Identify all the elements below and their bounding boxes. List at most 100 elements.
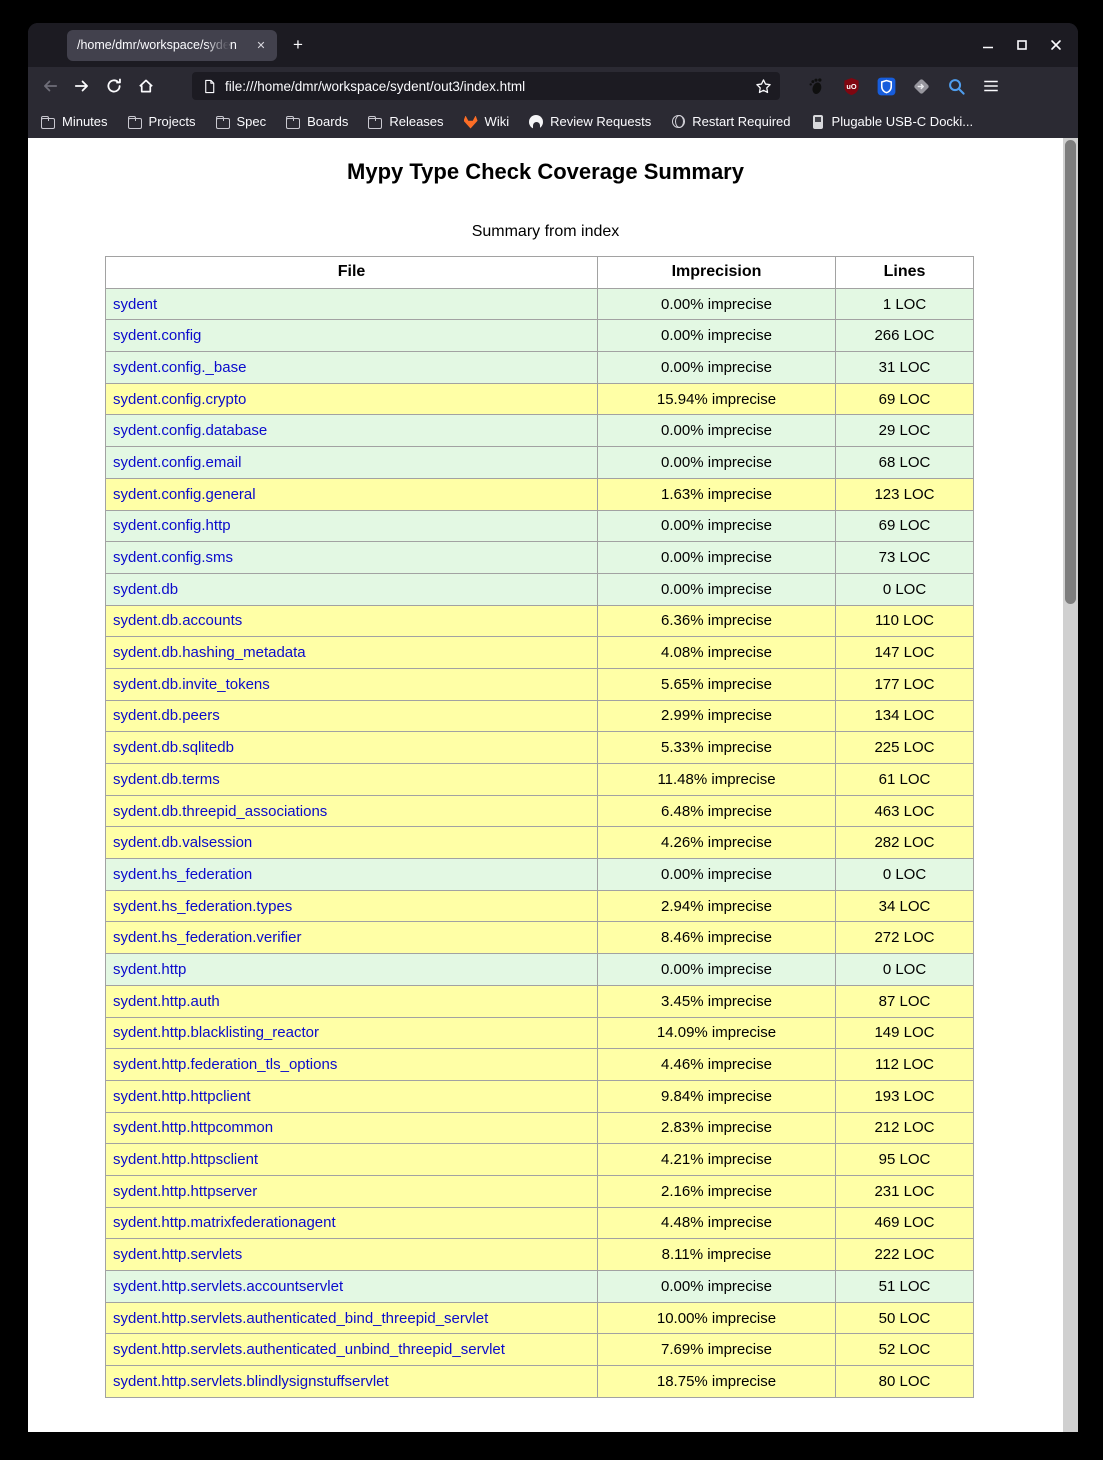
file-link[interactable]: sydent.db.invite_tokens xyxy=(113,675,270,693)
scrollbar-thumb[interactable] xyxy=(1065,140,1076,604)
table-row: sydent.http.httpsclient 4.21% imprecise … xyxy=(105,1143,974,1176)
bookmark-item[interactable]: Spec xyxy=(215,114,266,130)
bookmark-item[interactable]: Restart Required xyxy=(670,114,791,130)
imprecision-cell: 2.94% imprecise xyxy=(597,889,836,923)
file-link[interactable]: sydent.http.servlets.authenticated_unbin… xyxy=(113,1341,505,1359)
lines-cell: 31 LOC xyxy=(835,351,974,384)
imprecision-cell: 4.46% imprecise xyxy=(597,1048,836,1081)
file-link[interactable]: sydent.config._base xyxy=(113,358,247,376)
imprecision-cell: 4.08% imprecise xyxy=(597,636,836,669)
file-link[interactable]: sydent.db.peers xyxy=(113,707,220,725)
file-link[interactable]: sydent.db.threepid_associations xyxy=(113,802,328,820)
table-row: sydent.db.hashing_metadata 4.08% impreci… xyxy=(105,636,974,669)
bookmark-item[interactable]: Boards xyxy=(285,114,348,130)
bookmark-item[interactable]: Releases xyxy=(367,114,444,130)
file-link[interactable]: sydent.hs_federation.types xyxy=(113,897,293,915)
bitwarden-icon[interactable] xyxy=(876,76,896,96)
file-link[interactable]: sydent.config xyxy=(113,327,202,345)
back-icon[interactable] xyxy=(34,71,66,101)
file-link[interactable]: sydent.hs_federation xyxy=(113,865,253,883)
menu-hamburger-icon[interactable] xyxy=(981,76,1001,96)
column-header-file: File xyxy=(105,256,598,289)
file-link[interactable]: sydent.http.matrixfederationagent xyxy=(113,1214,336,1232)
file-cell: sydent.db xyxy=(105,572,598,606)
bookmark-item[interactable]: Review Requests xyxy=(528,114,651,130)
file-link[interactable]: sydent.http.auth xyxy=(113,992,220,1010)
file-link[interactable]: sydent.db.valsession xyxy=(113,834,253,852)
page-content: Mypy Type Check Coverage Summary Summary… xyxy=(28,138,1078,1432)
page-title: Mypy Type Check Coverage Summary xyxy=(347,159,744,184)
file-cell: sydent.http.servlets xyxy=(105,1238,598,1271)
file-cell: sydent.hs_federation.types xyxy=(105,889,598,923)
table-row: sydent.db.peers 2.99% imprecise 134 LOC xyxy=(105,699,974,733)
file-link[interactable]: sydent.http.httpclient xyxy=(113,1087,251,1105)
file-link[interactable]: sydent.http.servlets xyxy=(113,1246,243,1264)
file-link[interactable]: sydent.config.sms xyxy=(113,549,234,567)
file-cell: sydent.hs_federation xyxy=(105,858,598,891)
file-link[interactable]: sydent.http.httpcommon xyxy=(113,1119,274,1137)
file-link[interactable]: sydent.config.general xyxy=(113,485,256,503)
new-tab-button[interactable]: + xyxy=(293,35,303,54)
file-link[interactable]: sydent.config.email xyxy=(113,453,242,471)
minimize-button[interactable] xyxy=(980,37,996,53)
table-row: sydent.http.httpclient 9.84% imprecise 1… xyxy=(105,1079,974,1113)
file-link[interactable]: sydent.db.terms xyxy=(113,770,220,788)
scrollbar-track[interactable] xyxy=(1063,138,1078,1432)
bookmark-item[interactable]: Minutes xyxy=(40,114,108,130)
file-link[interactable]: sydent.config.database xyxy=(113,422,268,440)
tab-close-icon[interactable]: ✕ xyxy=(256,39,266,52)
bookmark-item[interactable]: Wiki xyxy=(463,114,510,130)
file-link[interactable]: sydent.config.crypto xyxy=(113,390,247,408)
ublock-origin-icon[interactable]: uO xyxy=(841,76,861,96)
bookmark-label: Review Requests xyxy=(550,114,652,129)
browser-tab[interactable]: /home/dmr/workspace/syden ✕ xyxy=(67,29,277,61)
table-row: sydent.http.httpcommon 2.83% imprecise 2… xyxy=(105,1111,974,1145)
home-icon[interactable] xyxy=(130,71,162,101)
github-icon xyxy=(528,114,544,130)
file-link[interactable]: sydent.db.sqlitedb xyxy=(113,739,234,757)
url-bar[interactable]: file:///home/dmr/workspace/sydent/out3/i… xyxy=(192,72,780,100)
maximize-button[interactable] xyxy=(1014,37,1030,53)
table-row: sydent.config.crypto 15.94% imprecise 69… xyxy=(105,382,974,416)
imprecision-cell: 6.48% imprecise xyxy=(597,794,836,828)
search-icon[interactable] xyxy=(946,76,966,96)
lines-cell: 222 LOC xyxy=(835,1238,974,1271)
file-link[interactable]: sydent.db.accounts xyxy=(113,612,243,630)
table-row: sydent.hs_federation 0.00% imprecise 0 L… xyxy=(105,858,974,891)
extension-diamond-icon[interactable] xyxy=(911,76,931,96)
file-link[interactable]: sydent.http xyxy=(113,960,187,978)
tab-title: /home/dmr/workspace/syden xyxy=(77,38,237,52)
imprecision-cell: 0.00% imprecise xyxy=(597,858,836,891)
file-link[interactable]: sydent xyxy=(113,295,158,313)
folder-icon xyxy=(215,114,231,130)
file-link[interactable]: sydent.http.federation_tls_options xyxy=(113,1056,338,1074)
file-link[interactable]: sydent.db.hashing_metadata xyxy=(113,644,306,662)
file-link[interactable]: sydent.http.servlets.authenticated_bind_… xyxy=(113,1309,489,1327)
file-cell: sydent.http.federation_tls_options xyxy=(105,1048,598,1081)
gnome-foot-icon[interactable] xyxy=(806,76,826,96)
reload-icon[interactable] xyxy=(98,71,130,101)
bookmark-item[interactable]: Projects xyxy=(127,114,196,130)
bookmark-star-icon[interactable] xyxy=(755,78,772,95)
file-link[interactable]: sydent.hs_federation.verifier xyxy=(113,929,302,947)
coverage-table: File Imprecision Lines sydent 0.00% impr… xyxy=(105,256,974,1398)
lines-cell: 123 LOC xyxy=(835,477,974,511)
file-link[interactable]: sydent.config.http xyxy=(113,517,231,535)
file-link[interactable]: sydent.http.httpsclient xyxy=(113,1151,259,1169)
url-text[interactable]: file:///home/dmr/workspace/sydent/out3/i… xyxy=(225,78,526,94)
bookmarks-toolbar: Minutes Projects Spec Boards xyxy=(28,105,1078,138)
imprecision-cell: 0.00% imprecise xyxy=(597,572,836,606)
file-link[interactable]: sydent.http.servlets.blindlysignstuffser… xyxy=(113,1372,389,1390)
forward-icon[interactable] xyxy=(66,71,98,101)
file-link[interactable]: sydent.http.httpserver xyxy=(113,1182,258,1200)
table-row: sydent.hs_federation.types 2.94% impreci… xyxy=(105,889,974,923)
imprecision-cell: 0.00% imprecise xyxy=(597,414,836,448)
bookmark-label: Wiki xyxy=(484,114,510,129)
file-link[interactable]: sydent.db xyxy=(113,580,179,598)
file-link[interactable]: sydent.http.servlets.accountservlet xyxy=(113,1277,344,1295)
close-button[interactable] xyxy=(1048,37,1064,53)
table-row: sydent.config.sms 0.00% imprecise 73 LOC xyxy=(105,541,974,574)
file-link[interactable]: sydent.http.blacklisting_reactor xyxy=(113,1024,319,1042)
bookmark-item[interactable]: Plugable USB-C Docki... xyxy=(810,114,973,130)
folder-icon xyxy=(285,114,301,130)
